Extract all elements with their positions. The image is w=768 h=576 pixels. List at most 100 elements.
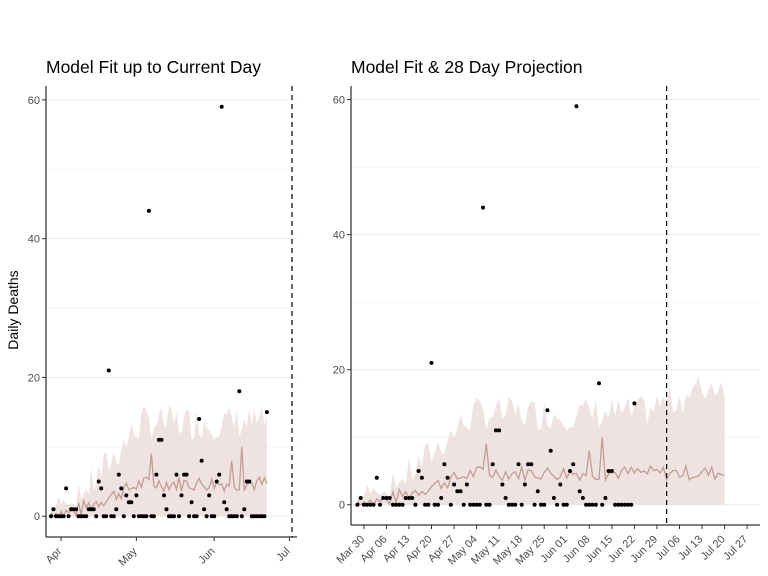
observed-point (131, 514, 136, 519)
observed-point (262, 514, 267, 519)
observed-point (397, 502, 402, 507)
observed-point (368, 502, 373, 507)
observed-point (371, 502, 376, 507)
observed-point (439, 496, 444, 500)
observed-point (106, 368, 111, 373)
observed-point (378, 502, 382, 507)
observed-point (217, 472, 222, 477)
y-tick-label: 20 (28, 372, 40, 384)
observed-point (606, 469, 611, 473)
observed-point (561, 502, 566, 507)
observed-point (477, 502, 482, 507)
observed-point (119, 486, 124, 491)
observed-point (384, 496, 389, 500)
observed-point (49, 514, 53, 519)
observed-point (199, 458, 204, 463)
observed-point (162, 493, 166, 498)
observed-point (242, 507, 247, 512)
observed-point (74, 507, 79, 512)
x-tick-label: Apr (44, 545, 65, 566)
observed-point (597, 381, 601, 386)
observed-point (121, 514, 126, 519)
observed-point (545, 408, 550, 413)
panel-projection: Model Fit & 28 Day Projection 0204060Mar… (333, 57, 760, 567)
observed-point (61, 514, 66, 519)
observed-point (471, 502, 476, 507)
observed-point (114, 507, 119, 512)
observed-point (452, 482, 457, 487)
observed-point (442, 462, 447, 467)
observed-point (387, 496, 392, 500)
observed-point (535, 489, 540, 494)
observed-point (590, 502, 595, 507)
observed-point (146, 208, 151, 213)
y-tick-label: 40 (333, 230, 345, 242)
observed-point (519, 502, 524, 507)
observed-point (487, 502, 492, 507)
observed-point (539, 502, 543, 507)
observed-point (410, 496, 415, 500)
observed-point (51, 507, 56, 512)
x-tick-label: Jul (274, 545, 292, 563)
observed-point (584, 502, 589, 507)
observed-point (513, 502, 518, 507)
observed-point (532, 502, 537, 507)
observed-point (84, 514, 89, 519)
observed-point (455, 489, 460, 494)
y-tick-label: 40 (28, 234, 40, 246)
observed-point (551, 496, 556, 500)
observed-point (407, 496, 411, 500)
observed-point (568, 469, 572, 473)
observed-point (629, 502, 634, 507)
observed-point (497, 428, 502, 433)
observed-point (626, 502, 630, 507)
observed-point (381, 496, 386, 500)
observed-point (66, 514, 71, 519)
observed-point (104, 514, 109, 519)
observed-point (212, 514, 217, 519)
observed-point (564, 502, 569, 507)
y-tick-label: 0 (34, 511, 40, 523)
observed-point (426, 502, 431, 507)
fit-line (50, 446, 268, 518)
observed-point (542, 502, 547, 507)
observed-point (179, 493, 184, 498)
observed-point (577, 489, 582, 494)
observed-point (394, 502, 399, 507)
observed-point (224, 507, 229, 512)
observed-point (571, 462, 576, 467)
observed-point (622, 502, 627, 507)
y-tick-label: 0 (339, 500, 345, 512)
observed-point (609, 469, 614, 473)
observed-point (461, 502, 466, 507)
observed-point (207, 493, 212, 498)
observed-point (529, 462, 534, 467)
observed-point (484, 502, 489, 507)
observed-point (237, 389, 242, 394)
observed-point (264, 410, 269, 415)
observed-point (189, 500, 194, 505)
observed-point (99, 486, 104, 491)
y-tick-label: 60 (333, 95, 345, 107)
observed-point (177, 514, 181, 519)
x-tick-label: Jul 27 (721, 533, 750, 562)
observed-point (124, 493, 129, 498)
observed-point (413, 502, 418, 507)
observed-point (134, 493, 139, 498)
observed-point (429, 360, 434, 365)
observed-point (423, 502, 428, 507)
observed-point (510, 502, 514, 507)
observed-point (403, 496, 408, 500)
observed-point (129, 500, 134, 505)
observed-point (436, 502, 440, 507)
x-tick-label: Jun (196, 545, 217, 566)
observed-point (616, 502, 621, 507)
observed-point (219, 104, 224, 109)
x-tick-label: Jul 06 (654, 533, 683, 562)
observed-point (222, 500, 227, 505)
observed-point (416, 469, 421, 473)
observed-point (234, 514, 239, 519)
observed-point (174, 472, 179, 477)
observed-point (96, 479, 101, 484)
